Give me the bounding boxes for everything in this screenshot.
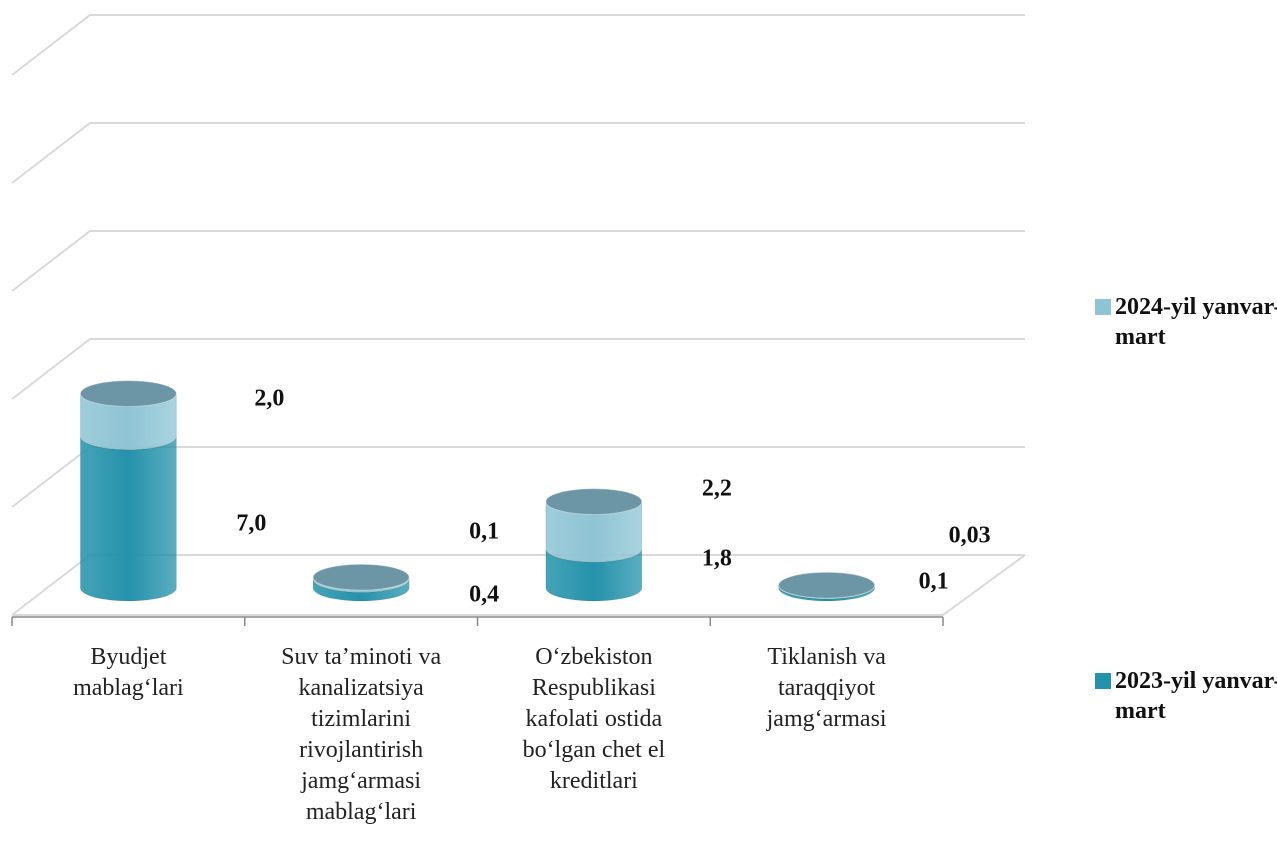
- cylinder-segment: [312, 579, 410, 602]
- grid-line: [11, 230, 1025, 292]
- cylinder-top: [778, 571, 876, 599]
- legend-swatch: [1095, 299, 1111, 315]
- value-label: 0,1: [919, 569, 949, 595]
- value-label: 0,4: [469, 582, 499, 608]
- value-label: 1,8: [702, 546, 732, 572]
- cylinder-segment: [79, 436, 177, 602]
- cylinder-top: [312, 563, 410, 591]
- legend-label: 2023-yil yanvar-mart: [1115, 668, 1277, 724]
- legend-label: 2024-yil yanvar-mart: [1115, 294, 1277, 350]
- cylinder-top: [79, 380, 177, 408]
- value-label: 7,0: [236, 511, 266, 537]
- grid-line: [11, 14, 1025, 76]
- x-tick-label: Tiklanish va taraqqiyot jamg‘armasi: [766, 644, 887, 732]
- value-label: 2,2: [702, 476, 732, 502]
- grid-line: [11, 122, 1025, 184]
- value-label: 2,0: [254, 386, 284, 412]
- value-label: 0,03: [949, 523, 991, 549]
- grid-line: [11, 338, 1025, 400]
- cylinder-top: [545, 488, 643, 516]
- x-tick-label: O‘zbekiston Respublikasi kafolati ostida…: [522, 644, 666, 794]
- value-label: 0,1: [469, 519, 499, 545]
- x-tick-label: Suv ta’minoti va kanalizatsiya tizimlari…: [281, 644, 442, 825]
- x-tick-label: Byudjet mablag‘lari: [73, 644, 184, 701]
- legend-swatch: [1095, 673, 1111, 689]
- floor-edge: [12, 554, 1026, 616]
